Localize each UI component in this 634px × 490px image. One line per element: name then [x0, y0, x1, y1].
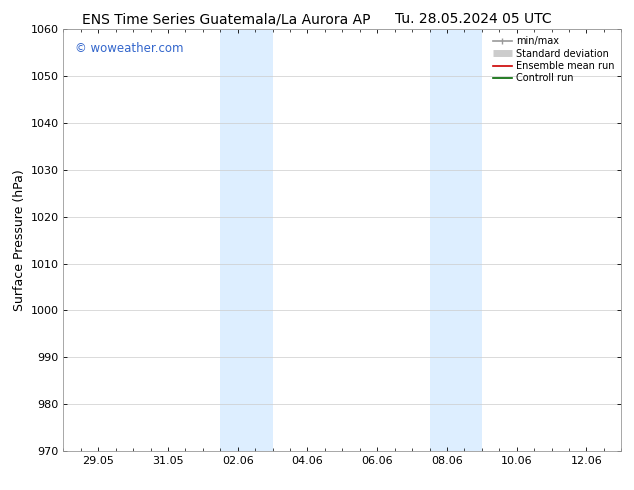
Bar	[429, 29, 482, 451]
Legend: min/max, Standard deviation, Ensemble mean run, Controll run: min/max, Standard deviation, Ensemble me…	[491, 34, 616, 85]
Text: Tu. 28.05.2024 05 UTC: Tu. 28.05.2024 05 UTC	[395, 12, 552, 26]
Bar	[221, 29, 273, 451]
Text: © woweather.com: © woweather.com	[75, 42, 183, 55]
Text: ENS Time Series Guatemala/La Aurora AP: ENS Time Series Guatemala/La Aurora AP	[82, 12, 371, 26]
Y-axis label: Surface Pressure (hPa): Surface Pressure (hPa)	[13, 169, 26, 311]
